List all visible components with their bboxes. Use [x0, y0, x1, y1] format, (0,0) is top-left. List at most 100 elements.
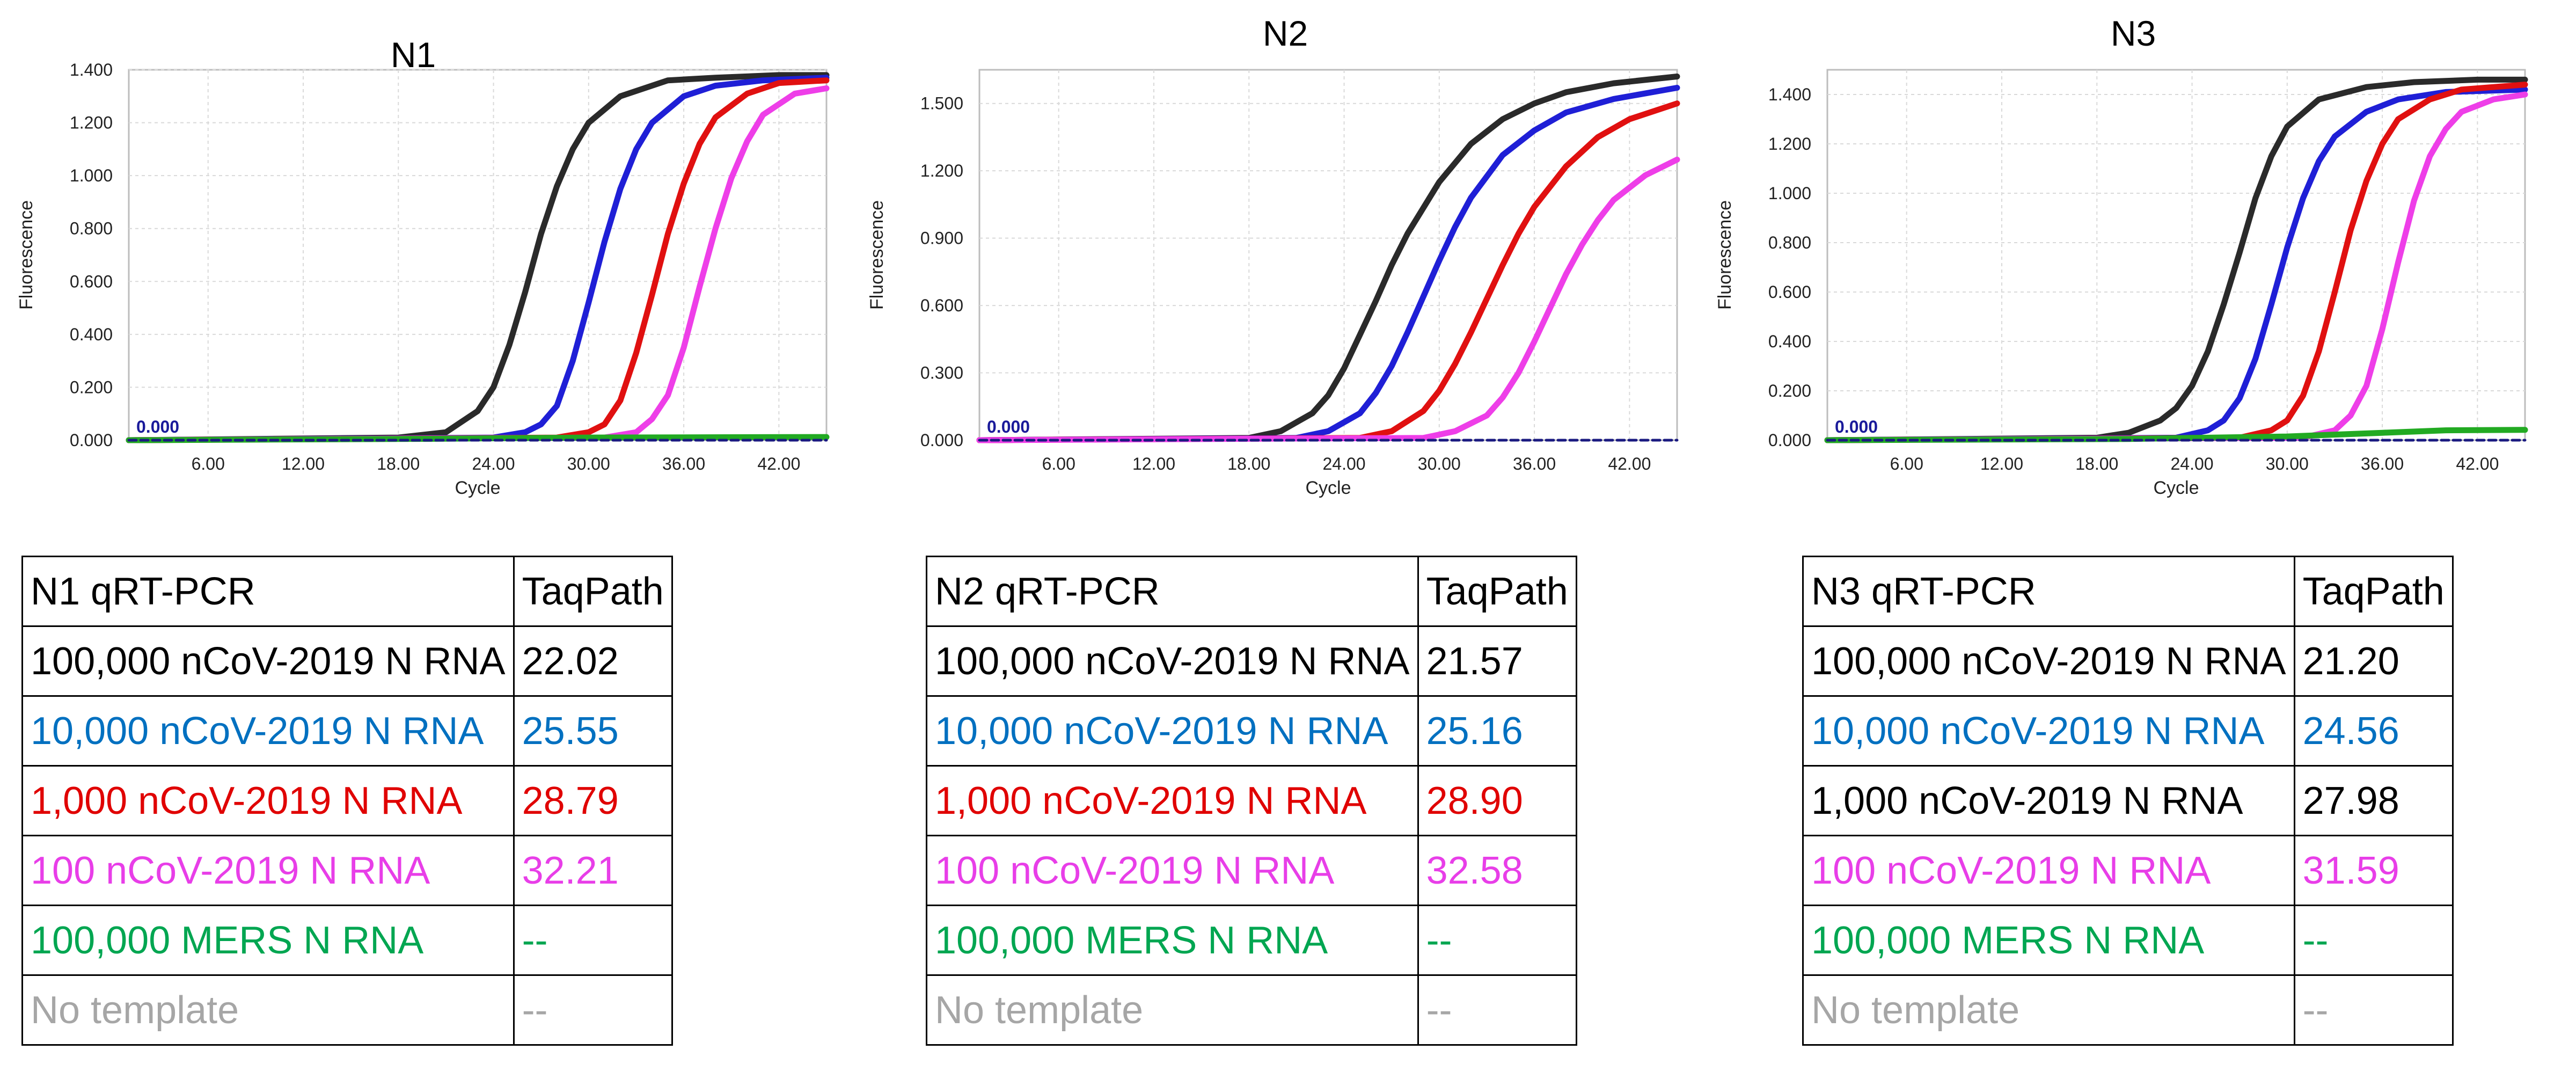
- row-ct-value: 22.02: [513, 625, 673, 697]
- x-tick-label: 12.00: [282, 454, 325, 473]
- x-tick-label: 18.00: [377, 454, 420, 473]
- table-row: 1,000 nCoV-2019 N RNA 27.98: [1802, 765, 2454, 836]
- baseline-label: 0.000: [987, 417, 1030, 436]
- table-row: 100 nCoV-2019 N RNA 32.21: [21, 835, 673, 906]
- x-tick-label: 42.00: [757, 454, 800, 473]
- header-taqpath: TaqPath: [2293, 556, 2454, 627]
- table-header-row: N2 qRT-PCR TaqPath: [926, 556, 1577, 627]
- row-sample-label: 100 nCoV-2019 N RNA: [21, 835, 515, 906]
- row-sample-label: 1,000 nCoV-2019 N RNA: [1802, 765, 2295, 836]
- row-ct-value: 21.20: [2293, 625, 2454, 697]
- header-assay: N3 qRT-PCR: [1802, 556, 2295, 627]
- x-tick-label: 6.00: [1042, 454, 1075, 473]
- header-taqpath: TaqPath: [1417, 556, 1577, 627]
- row-sample-label: 1,000 nCoV-2019 N RNA: [21, 765, 515, 836]
- table-row: 100 nCoV-2019 N RNA 32.58: [926, 835, 1577, 906]
- series-line-3: [976, 156, 1680, 443]
- y-tick-label: 1.000: [70, 166, 113, 185]
- x-axis-label: Cycle: [455, 478, 500, 498]
- chart-title: N2: [1263, 13, 1308, 53]
- x-tick-label: 18.00: [2075, 454, 2118, 473]
- x-tick-label: 24.00: [472, 454, 515, 473]
- chart-title: N3: [2111, 13, 2156, 53]
- x-tick-label: 30.00: [2266, 454, 2309, 473]
- row-sample-label: 100,000 nCoV-2019 N RNA: [1802, 625, 2295, 697]
- plot-area: [978, 69, 1678, 441]
- series-line-3: [1824, 91, 2528, 443]
- row-ct-value: 32.21: [513, 835, 673, 906]
- y-tick-label: 0.600: [70, 272, 113, 291]
- header-assay: N2 qRT-PCR: [926, 556, 1419, 627]
- row-ct-value: --: [2293, 905, 2454, 976]
- y-tick-label: 0.300: [920, 363, 963, 383]
- table-row: 1,000 nCoV-2019 N RNA 28.79: [21, 765, 673, 836]
- table-row: 1,000 nCoV-2019 N RNA 28.90: [926, 765, 1577, 836]
- chart-n3: 0.000 0.200 0.400 0.600 0.800 1.000 1.200 1.400…: [1715, 13, 2528, 498]
- y-tick-label: 0.400: [1768, 332, 1811, 351]
- x-tick-label: 30.00: [567, 454, 610, 473]
- table-row: 100,000 MERS N RNA --: [1802, 905, 2454, 976]
- row-sample-label: 1,000 nCoV-2019 N RNA: [926, 765, 1419, 836]
- y-axis-label: Fluorescence: [16, 200, 36, 310]
- baseline-label: 0.000: [136, 417, 179, 436]
- y-tick-label: 0.000: [70, 431, 113, 450]
- x-tick-label: 42.00: [1608, 454, 1651, 473]
- y-tick-label: 1.500: [920, 94, 963, 113]
- x-tick-label: 6.00: [192, 454, 225, 473]
- y-tick-label: 1.200: [920, 161, 963, 180]
- y-axis-label: Fluorescence: [1715, 200, 1735, 310]
- y-tick-label: 0.800: [1768, 233, 1811, 252]
- series-line-2: [126, 77, 830, 443]
- x-tick-label: 24.00: [1323, 454, 1366, 473]
- series-line-2: [976, 100, 1680, 443]
- y-tick-label: 0.000: [920, 431, 963, 450]
- table-row: 10,000 nCoV-2019 N RNA 24.56: [1802, 695, 2454, 767]
- row-ct-value: --: [1417, 974, 1577, 1046]
- x-tick-label: 24.00: [2171, 454, 2214, 473]
- row-ct-value: 32.58: [1417, 835, 1577, 906]
- series-line-1: [976, 85, 1680, 443]
- y-tick-label: 0.200: [1768, 381, 1811, 400]
- row-sample-label: No template: [926, 974, 1419, 1046]
- chart-n1: 0.000 0.200 0.400 0.600 0.800 1.000 1.200 1.400…: [16, 35, 830, 498]
- row-sample-label: 10,000 nCoV-2019 N RNA: [926, 695, 1419, 767]
- row-sample-label: 100 nCoV-2019 N RNA: [926, 835, 1419, 906]
- table-row: 100,000 nCoV-2019 N RNA 21.20: [1802, 625, 2454, 697]
- row-sample-label: 100 nCoV-2019 N RNA: [1802, 835, 2295, 906]
- table-row: 100,000 MERS N RNA --: [926, 905, 1577, 976]
- table-n3: N3 qRT-PCR TaqPath 100,000 nCoV-2019 N RNA…: [1802, 556, 2454, 1046]
- y-tick-label: 1.200: [70, 113, 113, 133]
- row-sample-label: 10,000 nCoV-2019 N RNA: [1802, 695, 2295, 767]
- x-tick-label: 36.00: [1513, 454, 1556, 473]
- table-n1: N1 qRT-PCR TaqPath 100,000 nCoV-2019 N RNA…: [21, 556, 673, 1046]
- row-sample-label: 100,000 nCoV-2019 N RNA: [21, 625, 515, 697]
- series-line-0: [1824, 76, 2528, 443]
- table-row: 10,000 nCoV-2019 N RNA 25.55: [21, 695, 673, 767]
- baseline-label: 0.000: [1835, 417, 1878, 436]
- header-taqpath: TaqPath: [513, 556, 673, 627]
- row-sample-label: 100,000 MERS N RNA: [926, 905, 1419, 976]
- y-tick-label: 1.400: [1768, 85, 1811, 104]
- row-ct-value: 25.55: [513, 695, 673, 767]
- y-tick-label: 0.600: [920, 296, 963, 315]
- table-row: 100,000 MERS N RNA --: [21, 905, 673, 976]
- x-axis-label: Cycle: [1305, 478, 1351, 498]
- x-axis-label: Cycle: [2153, 478, 2199, 498]
- chart-title: N1: [391, 35, 436, 75]
- row-ct-value: --: [513, 905, 673, 976]
- y-tick-label: 0.900: [920, 229, 963, 248]
- y-tick-label: 0.200: [70, 377, 113, 397]
- chart-n2: 0.000 0.300 0.600 0.900 1.200 1.500 6.00 12.00 1…: [867, 13, 1680, 498]
- series-line-1: [126, 75, 830, 443]
- row-sample-label: 10,000 nCoV-2019 N RNA: [21, 695, 515, 767]
- table-n2: N2 qRT-PCR TaqPath 100,000 nCoV-2019 N RNA…: [926, 556, 1577, 1046]
- series-line-0: [976, 74, 1680, 443]
- series-line-2: [1824, 82, 2528, 443]
- x-tick-label: 30.00: [1418, 454, 1461, 473]
- plot-area: [128, 69, 828, 441]
- row-sample-label: 100,000 MERS N RNA: [1802, 905, 2295, 976]
- x-tick-label: 12.00: [1132, 454, 1175, 473]
- row-ct-value: 27.98: [2293, 765, 2454, 836]
- row-ct-value: 28.90: [1417, 765, 1577, 836]
- table-header-row: N1 qRT-PCR TaqPath: [21, 556, 673, 627]
